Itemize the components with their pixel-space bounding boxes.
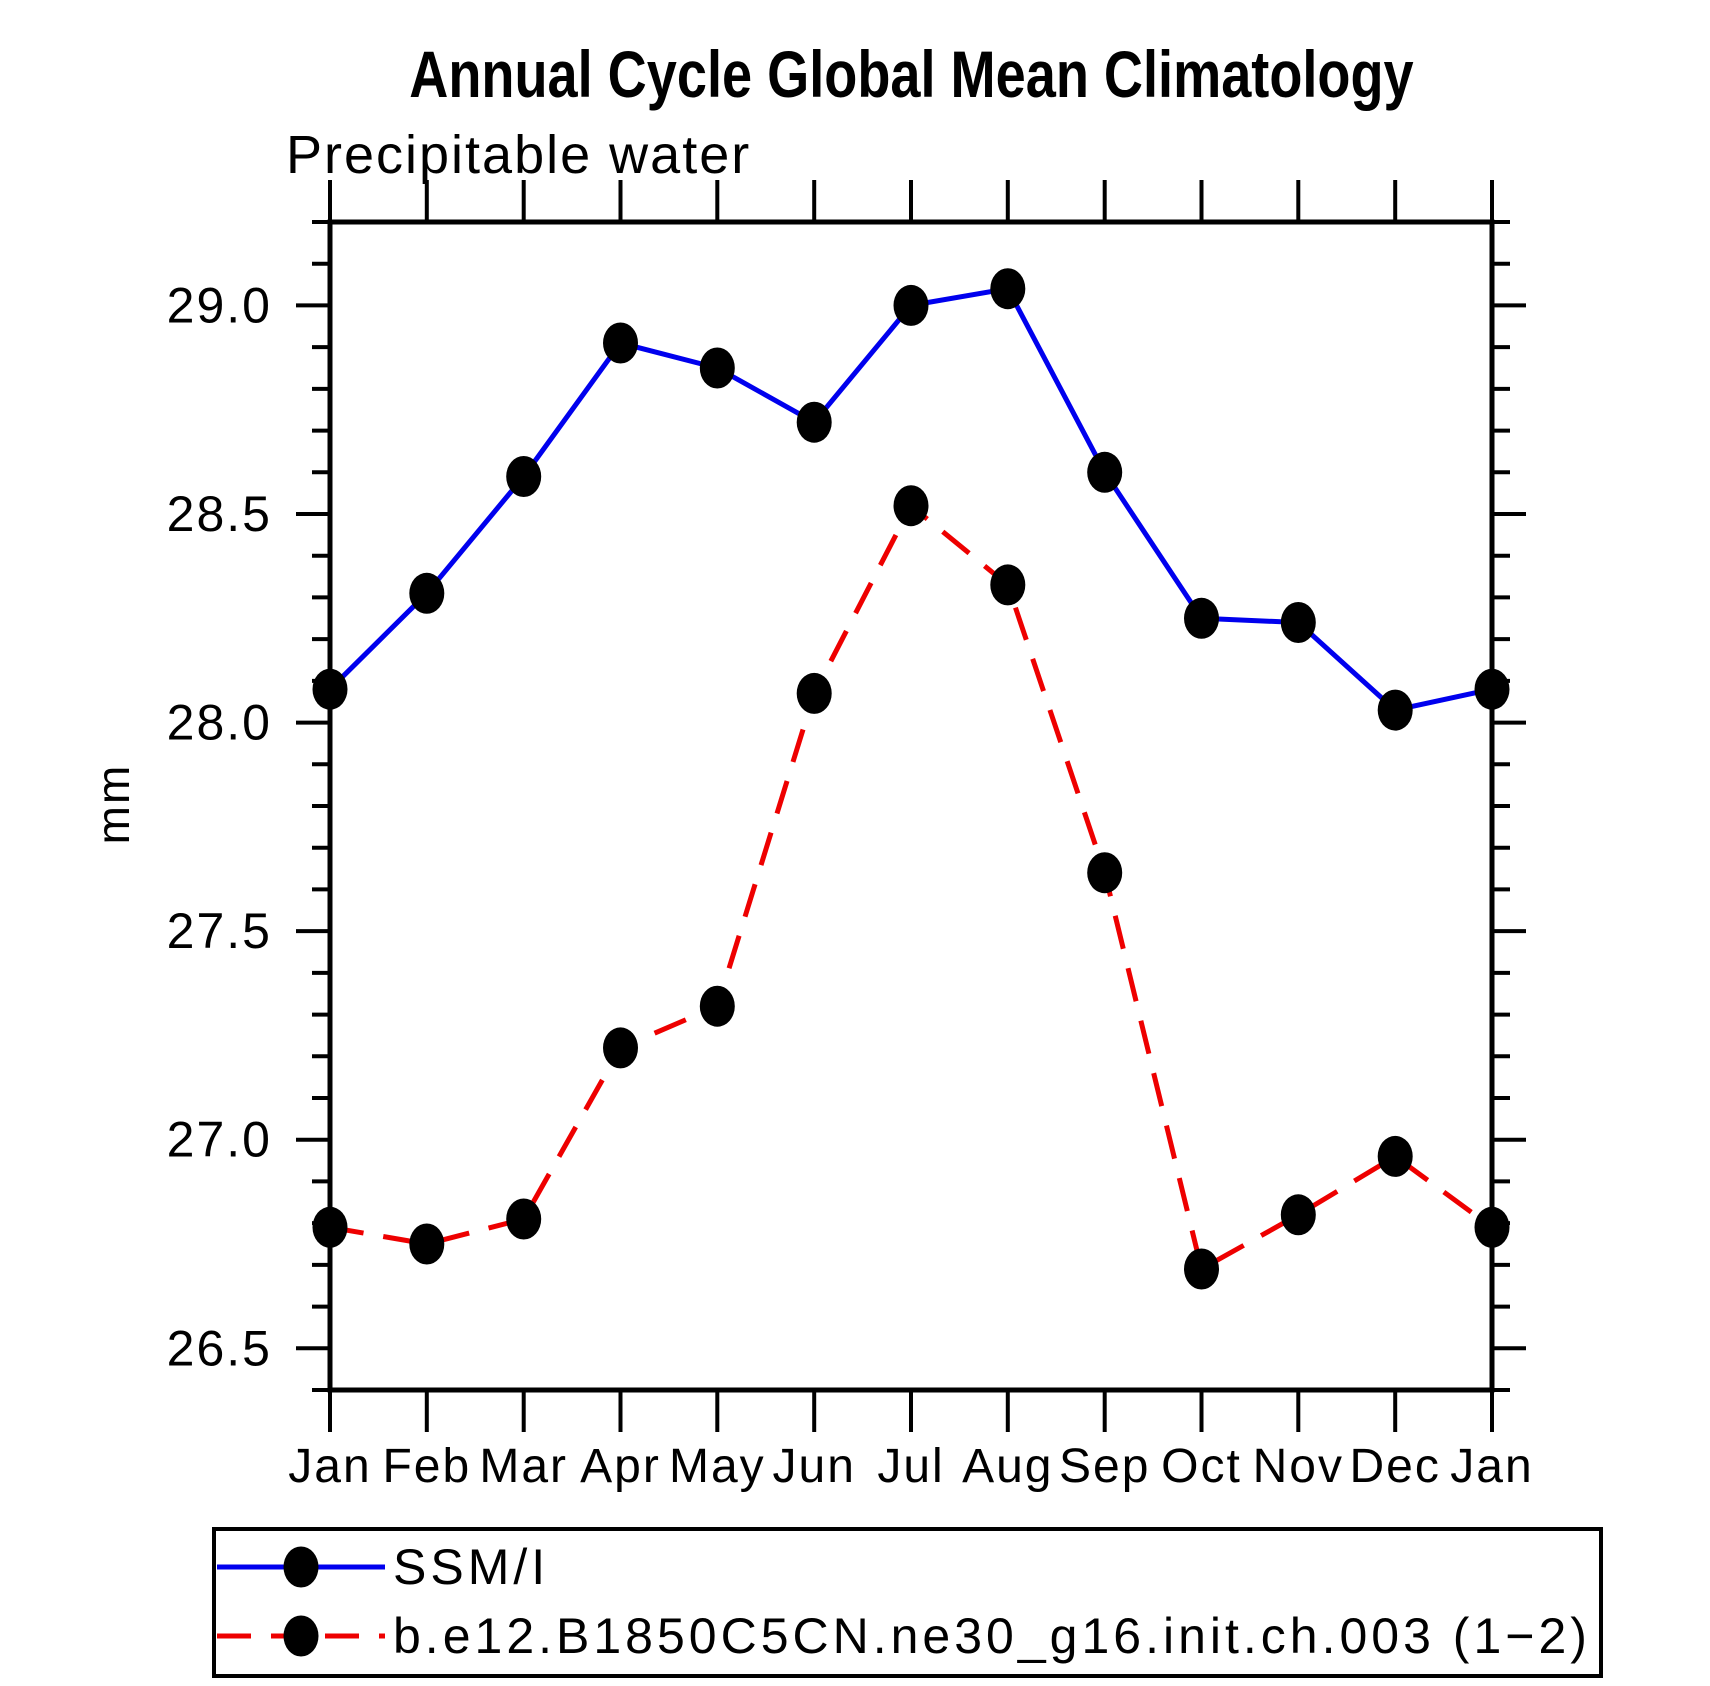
x-tick-label: Aug [962, 1440, 1053, 1493]
y-tick-label: 28.5 [167, 486, 272, 542]
data-point-marker [603, 322, 638, 364]
x-tick-labels: Jan Feb Mar Apr May Jun Jul Aug Sep Oct Nov Dec Jan [288, 1440, 1533, 1493]
data-point-marker [699, 347, 735, 389]
data-point-marker [506, 1198, 542, 1240]
x-axis-ticks [328, 180, 1494, 1432]
y-tick-label: 26.5 [167, 1320, 272, 1376]
x-tick-label: Apr [580, 1440, 661, 1493]
y-tick-label: 29.0 [167, 277, 272, 333]
x-tick-label: Oct [1161, 1440, 1242, 1493]
x-tick-label: Mar [479, 1440, 568, 1493]
data-point-marker [312, 668, 348, 710]
x-tick-label: Jun [773, 1440, 856, 1493]
chart-title: Annual Cycle Global Mean Climatology [408, 37, 1414, 111]
data-point-marker [1474, 668, 1510, 710]
series-line-1 [329, 503, 1494, 1272]
data-point-marker [409, 1223, 445, 1265]
data-point-marker [1184, 1248, 1219, 1290]
data-point-marker [893, 284, 929, 326]
data-point-marker [990, 564, 1026, 606]
legend-sample-marker-0 [283, 1546, 319, 1588]
data-point-marker [1280, 1194, 1316, 1236]
series-markers-1 [312, 485, 1510, 1290]
data-point-marker [506, 456, 542, 497]
data-point-marker [990, 268, 1026, 310]
x-tick-label: May [669, 1440, 766, 1493]
data-point-marker [893, 485, 929, 527]
legend-sample-marker-1 [283, 1615, 319, 1657]
data-point-marker [409, 572, 445, 614]
y-tick-labels: 26.5 27.0 27.5 28.0 28.5 29.0 [167, 277, 272, 1376]
data-point-marker [796, 672, 832, 714]
data-point-marker [1377, 689, 1413, 731]
data-point-marker [1087, 451, 1123, 493]
data-point-marker [312, 1206, 348, 1248]
y-axis-ticks [296, 220, 1526, 1392]
y-tick-label: 27.5 [167, 903, 272, 959]
legend-label-ssmi: SSM/I [393, 1539, 550, 1595]
y-tick-label: 28.0 [167, 695, 272, 751]
x-tick-label: Dec [1350, 1440, 1441, 1493]
x-tick-label: Feb [382, 1440, 471, 1493]
chart-title-wrap: Annual Cycle Global Mean Climatology [112, 36, 1710, 112]
data-point-marker [1377, 1135, 1413, 1177]
x-tick-label: Jan [288, 1440, 371, 1493]
data-point-marker [1184, 597, 1219, 639]
y-tick-label: 27.0 [167, 1112, 272, 1168]
data-point-marker [796, 401, 832, 443]
x-tick-label: Sep [1059, 1440, 1150, 1493]
data-point-marker [1087, 852, 1123, 894]
data-point-marker [699, 985, 735, 1027]
x-tick-label: Jul [877, 1440, 944, 1493]
series-markers-0 [312, 268, 1510, 731]
legend-box [212, 1527, 1603, 1678]
x-tick-label: Jan [1450, 1440, 1533, 1493]
plot-border [327, 219, 1495, 1393]
legend-label-model: b.e12.B1850C5CN.ne30_g16.init.ch.003 (1−… [393, 1608, 1591, 1664]
data-point-marker [603, 1027, 638, 1069]
x-tick-label: Nov [1253, 1440, 1344, 1493]
chart-subtitle: Precipitable water [286, 125, 752, 185]
data-point-marker [1280, 602, 1316, 643]
data-point-marker [1474, 1206, 1510, 1248]
